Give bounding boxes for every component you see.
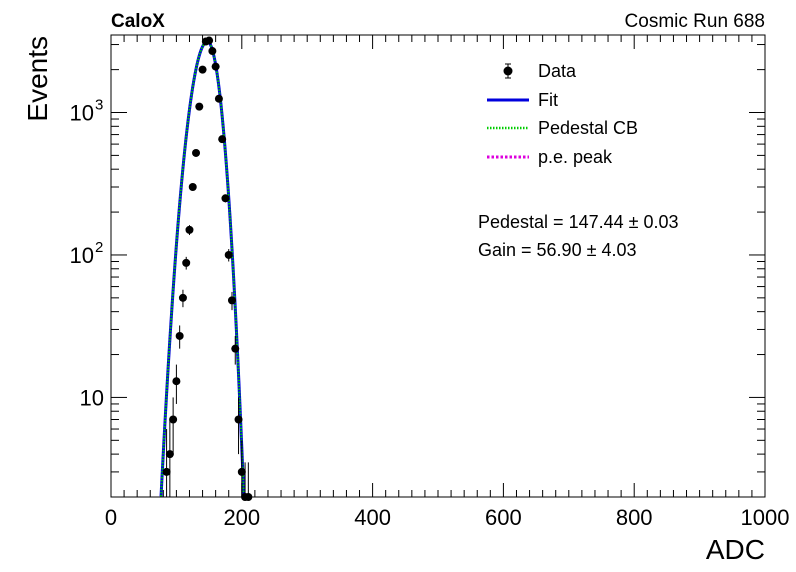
data-point <box>195 102 204 111</box>
legend-entry-pedestal-cb: Pedestal CB <box>487 118 638 138</box>
x-axis-title: ADC <box>706 534 765 565</box>
data-point <box>211 62 220 71</box>
y-tick-label: 10 <box>70 243 94 268</box>
annotation-gain: Gain = 56.90 ± 4.03 <box>478 240 637 260</box>
x-tick-label: 600 <box>485 505 522 530</box>
x-tick-label: 0 <box>105 505 117 530</box>
data-point <box>172 377 181 386</box>
legend-entry-pe-peak: p.e. peak <box>487 147 613 167</box>
data-point <box>224 250 233 259</box>
y-axis-title: Events <box>22 36 53 122</box>
data-point <box>221 194 230 203</box>
x-axis-ticks <box>110 35 766 497</box>
data-point <box>231 344 240 353</box>
data-point <box>205 36 214 45</box>
data-point <box>182 258 191 267</box>
y-tick-exponent: 3 <box>95 97 103 114</box>
data-point <box>188 182 197 191</box>
legend-label-pe-peak: p.e. peak <box>538 147 613 167</box>
x-axis-tick-labels: 0 200 400 600 800 1000 <box>105 505 790 530</box>
fit-curve <box>159 40 246 497</box>
y-axis-ticks <box>111 44 765 498</box>
legend: Data Fit Pedestal CB p.e. peak <box>487 61 638 167</box>
x-tick-label: 200 <box>223 505 260 530</box>
data-points <box>162 36 253 501</box>
x-tick-label: 1000 <box>741 505 790 530</box>
data-point <box>169 415 178 424</box>
data-point <box>165 450 174 459</box>
annotation-pedestal: Pedestal = 147.44 ± 0.03 <box>478 212 679 232</box>
data-point <box>234 415 243 424</box>
data-point <box>208 47 217 56</box>
data-point <box>178 293 187 302</box>
x-tick-label: 400 <box>354 505 391 530</box>
legend-label-pedestal-cb: Pedestal CB <box>538 118 638 138</box>
run-label: Cosmic Run 688 <box>625 11 765 32</box>
data-point <box>227 296 236 305</box>
data-point <box>162 467 171 476</box>
legend-label-data: Data <box>538 61 577 81</box>
legend-data-marker <box>503 66 513 76</box>
legend-entry-fit: Fit <box>487 90 558 110</box>
data-point <box>175 331 184 340</box>
y-tick-label: 10 <box>70 101 94 126</box>
fit-curves <box>159 40 246 497</box>
y-tick-label: 10 <box>80 385 104 410</box>
experiment-label: CaloX <box>111 11 165 32</box>
data-point <box>185 225 194 234</box>
legend-label-fit: Fit <box>538 90 558 110</box>
x-tick-label: 800 <box>616 505 653 530</box>
data-point <box>192 148 201 157</box>
y-tick-exponent: 2 <box>95 239 103 256</box>
legend-entry-data: Data <box>503 61 577 81</box>
data-point <box>218 135 227 144</box>
data-point <box>237 467 246 476</box>
data-point <box>198 65 207 74</box>
data-point <box>214 94 223 103</box>
